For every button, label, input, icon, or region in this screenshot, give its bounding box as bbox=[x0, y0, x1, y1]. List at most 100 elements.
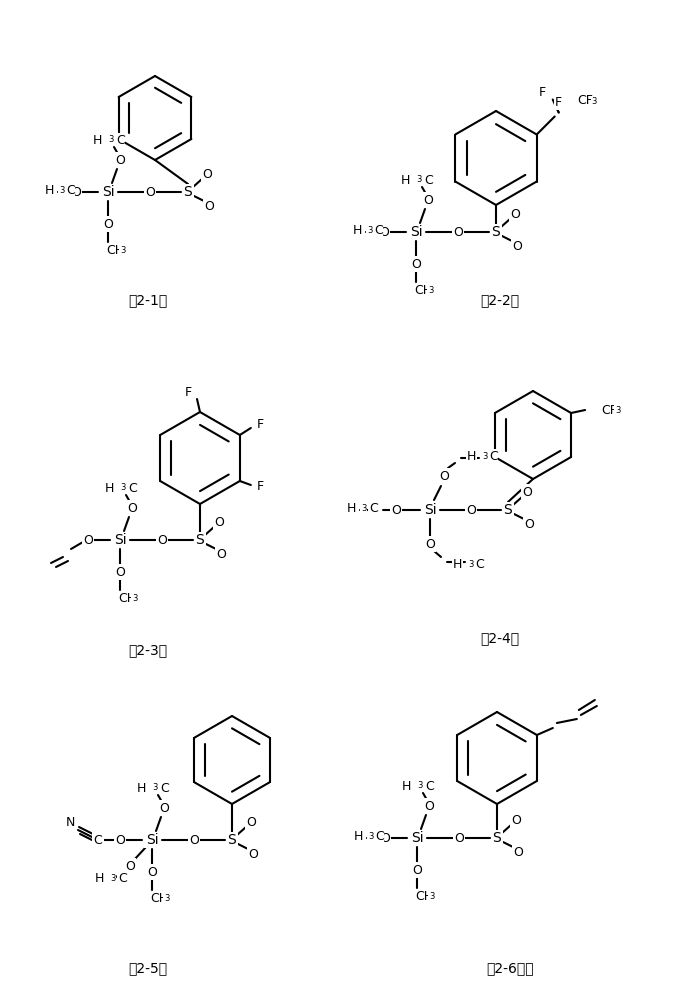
Text: O: O bbox=[214, 516, 224, 528]
Text: C: C bbox=[160, 782, 169, 794]
Text: O: O bbox=[439, 470, 449, 483]
Text: 3: 3 bbox=[164, 894, 169, 903]
Text: O: O bbox=[425, 538, 435, 550]
Text: F: F bbox=[256, 481, 264, 493]
Text: （2-2）: （2-2） bbox=[480, 293, 520, 307]
Text: O: O bbox=[423, 194, 433, 207]
Text: 3: 3 bbox=[59, 186, 65, 195]
Text: O: O bbox=[159, 802, 169, 814]
Text: O: O bbox=[71, 186, 81, 198]
Text: 3: 3 bbox=[120, 246, 126, 255]
Text: S: S bbox=[493, 831, 501, 845]
Text: （2-6）。: （2-6）。 bbox=[486, 961, 534, 975]
Text: C: C bbox=[369, 502, 378, 514]
Text: 3: 3 bbox=[152, 783, 158, 792]
Text: C: C bbox=[424, 174, 433, 186]
Text: O: O bbox=[216, 548, 226, 560]
Text: C: C bbox=[374, 224, 383, 236]
Text: C: C bbox=[475, 558, 484, 570]
Text: O: O bbox=[103, 218, 113, 231]
Text: 3: 3 bbox=[482, 452, 487, 461]
Text: H: H bbox=[466, 450, 476, 462]
Text: C: C bbox=[128, 482, 137, 494]
Text: 3: 3 bbox=[110, 874, 115, 883]
Text: O: O bbox=[411, 257, 421, 270]
Text: O: O bbox=[524, 518, 534, 530]
Text: H: H bbox=[94, 871, 104, 884]
Text: Si: Si bbox=[146, 833, 158, 847]
Text: F: F bbox=[555, 96, 562, 109]
Text: H: H bbox=[92, 133, 102, 146]
Text: O: O bbox=[115, 834, 125, 846]
Text: C: C bbox=[425, 780, 434, 792]
Text: O: O bbox=[157, 534, 167, 546]
Text: O: O bbox=[115, 566, 125, 578]
Text: O: O bbox=[412, 863, 422, 876]
Text: O: O bbox=[512, 239, 522, 252]
Text: S: S bbox=[184, 185, 192, 199]
Text: H: H bbox=[346, 502, 356, 514]
Text: CH: CH bbox=[415, 890, 433, 902]
Text: O: O bbox=[189, 834, 199, 846]
Text: CH: CH bbox=[414, 284, 432, 296]
Text: O: O bbox=[204, 200, 214, 213]
Text: 3: 3 bbox=[429, 892, 434, 901]
Text: Si: Si bbox=[114, 533, 126, 547]
Text: O: O bbox=[511, 814, 521, 826]
Text: F: F bbox=[539, 86, 546, 99]
Text: CH: CH bbox=[150, 892, 168, 904]
Text: （2-4）: （2-4） bbox=[480, 631, 520, 645]
Text: F: F bbox=[185, 385, 192, 398]
Text: O: O bbox=[424, 800, 434, 812]
Text: O: O bbox=[202, 167, 212, 180]
Text: S: S bbox=[228, 833, 237, 847]
Text: O: O bbox=[127, 502, 137, 514]
Text: CF: CF bbox=[601, 403, 617, 416]
Text: CF: CF bbox=[577, 94, 593, 107]
Text: 3: 3 bbox=[120, 483, 126, 492]
Text: 3: 3 bbox=[132, 594, 137, 603]
Text: 3: 3 bbox=[368, 832, 373, 841]
Text: H: H bbox=[400, 174, 410, 186]
Text: O: O bbox=[379, 226, 389, 238]
Text: 3: 3 bbox=[367, 226, 373, 235]
Text: H: H bbox=[452, 558, 462, 570]
Text: O: O bbox=[115, 153, 125, 166]
Text: S: S bbox=[196, 533, 204, 547]
Text: H: H bbox=[354, 830, 363, 842]
Text: S: S bbox=[504, 503, 512, 517]
Text: O: O bbox=[145, 186, 155, 198]
Text: O: O bbox=[125, 859, 135, 872]
Text: （2-3）: （2-3） bbox=[128, 643, 167, 657]
Text: N: N bbox=[65, 816, 75, 828]
Text: C: C bbox=[94, 834, 103, 846]
Text: C: C bbox=[116, 133, 125, 146]
Text: O: O bbox=[83, 534, 93, 546]
Text: S: S bbox=[491, 225, 500, 239]
Text: O: O bbox=[391, 504, 401, 516]
Text: （2-5）: （2-5） bbox=[128, 961, 167, 975]
Text: Si: Si bbox=[411, 831, 423, 845]
Text: O: O bbox=[147, 865, 157, 879]
Text: O: O bbox=[380, 832, 390, 844]
Text: O: O bbox=[513, 846, 523, 858]
Text: H: H bbox=[44, 184, 54, 196]
Text: O: O bbox=[466, 504, 476, 516]
Text: Si: Si bbox=[424, 503, 437, 517]
Text: CH: CH bbox=[106, 243, 124, 256]
Text: 3: 3 bbox=[428, 286, 433, 295]
Text: C: C bbox=[118, 871, 127, 884]
Text: C: C bbox=[66, 184, 75, 196]
Text: O: O bbox=[248, 848, 258, 860]
Text: （2-1）: （2-1） bbox=[128, 293, 168, 307]
Text: 3: 3 bbox=[417, 781, 423, 790]
Text: Si: Si bbox=[409, 225, 423, 239]
Text: O: O bbox=[453, 226, 463, 238]
Text: C: C bbox=[375, 830, 384, 842]
Text: 3: 3 bbox=[416, 175, 421, 184]
Text: 3: 3 bbox=[108, 135, 113, 144]
Text: H: H bbox=[402, 780, 411, 792]
Text: H: H bbox=[353, 224, 362, 236]
Text: O: O bbox=[522, 486, 532, 498]
Text: C: C bbox=[489, 450, 498, 462]
